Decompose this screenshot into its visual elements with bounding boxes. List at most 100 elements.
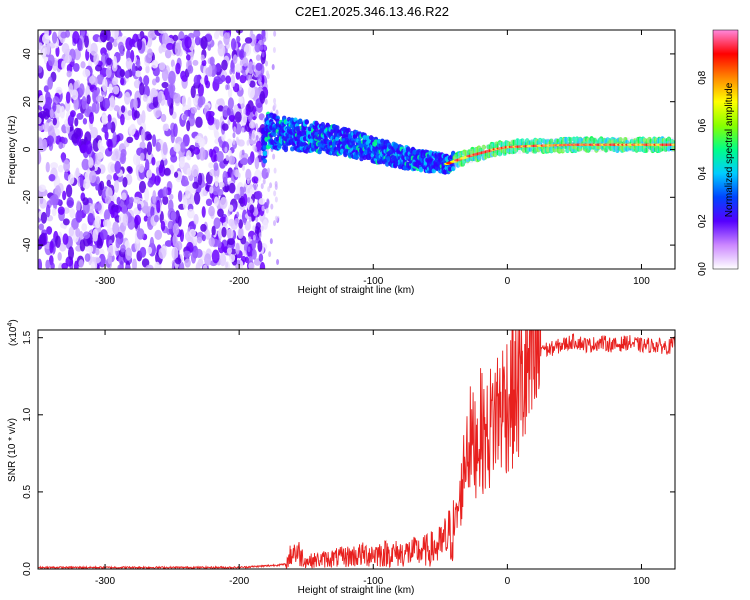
spectrogram-noise-cell	[120, 148, 127, 158]
x-tick-label: 100	[633, 276, 650, 287]
spectrogram-noise-cell	[241, 164, 245, 171]
spectrogram-noise-cell	[133, 110, 140, 119]
spectrogram-noise-cell	[270, 203, 274, 210]
spectrogram-noise-cell	[241, 149, 245, 156]
spectrogram-noise-cell	[184, 258, 191, 268]
spectrogram-noise-cell	[196, 236, 203, 244]
spectrogram-noise-cell	[158, 164, 164, 174]
spectrogram-noise-cell	[251, 64, 255, 71]
spectrogram-noise-cell	[152, 190, 157, 204]
spectrogram-noise-cell	[68, 226, 74, 237]
spectrogram-noise-cell	[147, 179, 154, 188]
spectrogram-noise-cell	[65, 184, 73, 198]
spectrogram-noise-cell	[193, 191, 201, 205]
snr-x-label: Height of straight line (km)	[298, 585, 415, 596]
spectrogram-noise-cell	[163, 167, 171, 176]
spectrogram-noise-cell	[274, 215, 278, 222]
spectrogram-noise-cell	[248, 236, 252, 243]
spectrogram-noise-cell	[141, 110, 146, 124]
spectrogram-noise-cell	[50, 162, 59, 170]
spectrogram-noise-cell	[45, 204, 51, 218]
spectrogram-signal-cell	[346, 127, 351, 133]
spectrogram-noise-cell	[95, 183, 100, 191]
spectrogram-noise-cell	[235, 242, 240, 255]
spectrogram-noise-cell	[261, 39, 265, 46]
spectrogram-noise-cell	[236, 193, 240, 200]
snr-multiplier-close: )	[8, 319, 19, 322]
spectrogram-noise-cell	[92, 228, 99, 242]
spectrogram-noise-cell	[261, 51, 265, 58]
spectrogram-halo	[530, 138, 534, 154]
spectrogram-noise-cell	[251, 176, 259, 184]
spectrogram-noise-cell	[246, 67, 250, 74]
snr-plot-area	[38, 330, 675, 569]
y-tick-label: 1.0	[22, 407, 33, 421]
spectrogram-halo	[578, 137, 582, 152]
x-tick-label: -300	[95, 576, 115, 587]
spectrogram-noise-cell	[52, 117, 57, 126]
spectrogram-noise-cell	[247, 156, 253, 166]
spectrogram-noise-cell	[107, 138, 113, 152]
spectrogram-noise-cell	[38, 150, 41, 164]
spectrogram-noise-cell	[249, 80, 256, 88]
spectrogram-noise-cell	[250, 30, 254, 36]
spectrogram-noise-cell	[255, 216, 259, 223]
spectrogram-noise-cell	[238, 219, 244, 229]
spectrogram-noise-cell	[247, 84, 255, 99]
spectrogram-noise-cell	[164, 240, 173, 247]
spectrogram-noise-cell	[80, 30, 86, 37]
spectrogram-noise-cell	[57, 206, 65, 215]
spectrogram-noise-cell	[120, 77, 125, 86]
colorbar-label: Normalized spectral amplitude	[724, 82, 735, 217]
spectrogram-noise-cell	[122, 176, 128, 188]
spectrogram-noise-cell	[175, 62, 181, 75]
spectrogram-halo	[481, 145, 485, 160]
spectrogram-noise-cell	[112, 221, 120, 235]
spectrogram-noise-cell	[215, 62, 221, 73]
spectrogram-noise-cell	[88, 245, 94, 253]
spectrogram-noise-cell	[114, 160, 122, 174]
spectrogram-noise-cell	[248, 133, 252, 140]
spectrogram-halo	[473, 147, 477, 163]
spectrogram-noise-cell	[47, 125, 55, 138]
y-tick-label: 1.5	[22, 330, 33, 344]
spectrogram-noise-cell	[185, 54, 191, 61]
spectrogram-noise-cell	[273, 190, 277, 197]
spectrogram-noise-cell	[269, 182, 273, 189]
spectrogram-noise-cell	[74, 117, 79, 127]
spectrogram-noise-cell	[143, 215, 148, 222]
spectrogram-noise-cell	[59, 105, 66, 119]
spectrogram-noise-cell	[191, 164, 199, 177]
spectrogram-noise-cell	[38, 137, 44, 151]
spectrogram-halo	[614, 137, 618, 152]
spectrogram-noise-cell	[120, 244, 126, 253]
spectrogram-noise-cell	[113, 179, 120, 193]
spectrogram-halo	[570, 137, 574, 153]
spectrogram-halo	[461, 151, 465, 166]
spectrogram-noise-cell	[61, 42, 70, 54]
spectrogram-noise-cell	[76, 136, 82, 147]
spectrogram-noise-cell	[123, 91, 131, 105]
spectrogram-noise-cell	[152, 134, 157, 147]
spectrogram-noise-cell	[116, 196, 121, 206]
spectrogram-noise-cell	[172, 223, 180, 236]
spectrogram-noise-cell	[139, 246, 147, 258]
spectrogram-noise-cell	[261, 205, 265, 212]
spectrogram-noise-cell	[271, 64, 275, 71]
spectrogram-noise-cell	[243, 108, 247, 115]
spectrogram-noise-cell	[205, 198, 213, 207]
spectrogram-noise-cell	[125, 37, 133, 51]
spectrogram-noise-cell	[170, 154, 178, 163]
spectrogram-noise-cell	[234, 111, 242, 123]
spectrogram-noise-cell	[264, 98, 268, 105]
colorbar-tick-label: 0.0	[697, 262, 708, 276]
spectrogram-noise-cell	[121, 204, 128, 215]
spectrogram-noise-cell	[39, 232, 47, 247]
spectrogram-noise-cell	[64, 54, 72, 64]
spectrogram-noise-cell	[259, 81, 263, 88]
spectrogram-noise-cell	[238, 227, 244, 239]
spectrogram-noise-cell	[244, 256, 249, 264]
spectrogram-noise-cell	[208, 237, 215, 247]
spectrogram-noise-cell	[124, 264, 131, 269]
